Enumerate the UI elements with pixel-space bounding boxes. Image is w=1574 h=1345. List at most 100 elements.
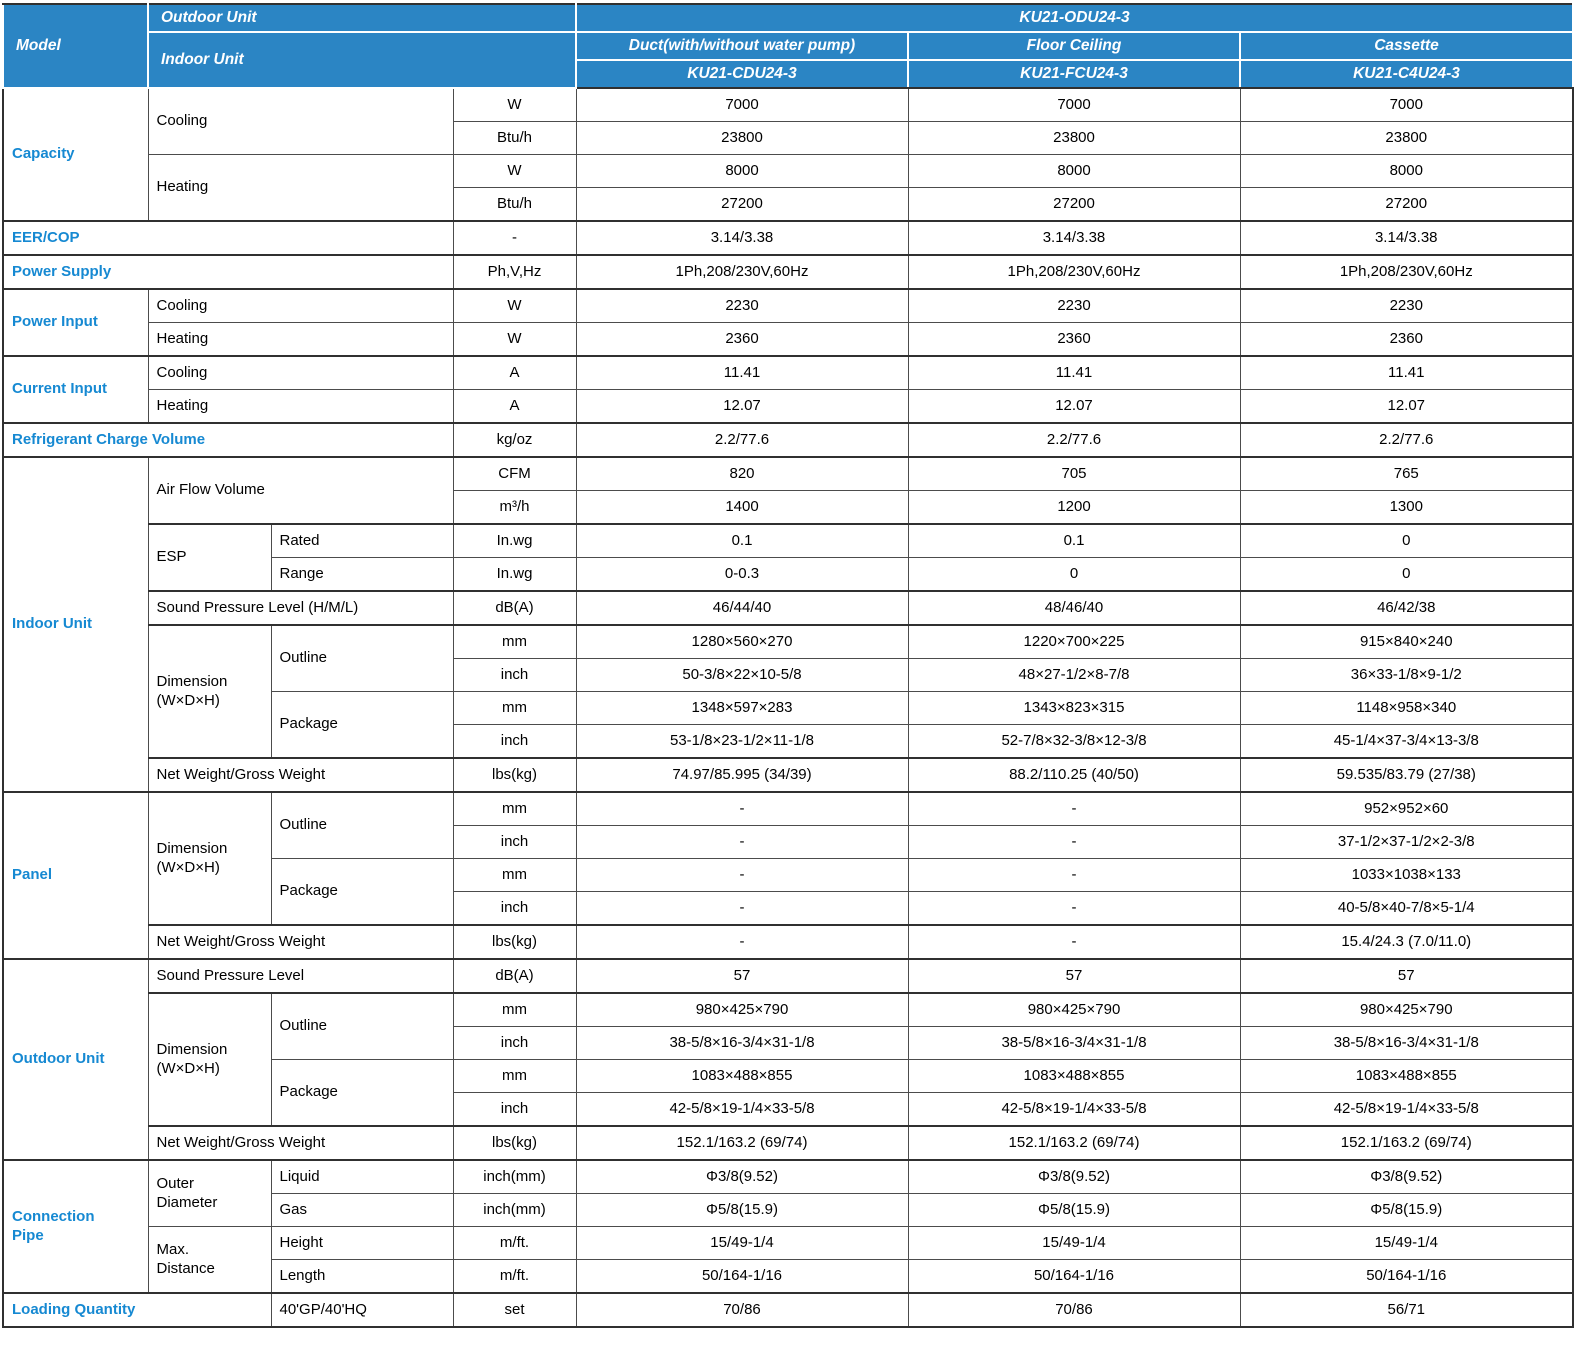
table-row: Panel Dimension (W×D×H) Outline mm - - 9… — [2, 791, 1574, 960]
value-cell: 88.2/110.25 (40/50) — [907, 757, 1241, 793]
value-cell: - — [907, 924, 1241, 960]
length-label: Length — [270, 1259, 454, 1294]
value-cell: 12.07 — [575, 389, 909, 424]
value-cell: 50-3/8×22×10-5/8 — [575, 658, 909, 692]
unit-cell: m³/h — [452, 490, 577, 525]
outdoor-model-header: KU21-ODU24-3 — [574, 3, 1574, 33]
cooling-label: Cooling — [147, 355, 454, 390]
gas-label: Gas — [270, 1193, 454, 1227]
value-cell: 0-0.3 — [575, 557, 909, 592]
unit-cell: mm — [452, 691, 577, 725]
value-cell: 152.1/163.2 (69/74) — [575, 1125, 909, 1161]
outline-label: Outline — [270, 791, 454, 859]
table-row: inch 42-5/8×19-1/4×33-5/8 42-5/8×19-1/4×… — [3, 1092, 1574, 1127]
value-cell: - — [907, 791, 1241, 826]
spl-hml-label: Sound Pressure Level (H/M/L) — [147, 590, 454, 626]
outer-diameter-label: Outer Diameter — [147, 1159, 272, 1227]
value-cell: Φ5/8(15.9) — [1239, 1193, 1574, 1227]
indoor-unit-label: Indoor Unit — [2, 456, 149, 793]
capacity-label: Capacity — [2, 87, 149, 222]
table-row: Capacity Cooling W 7000 7000 7000 — [2, 87, 1574, 222]
value-cell: 3.14/3.38 — [1239, 220, 1574, 256]
package-label: Package — [270, 691, 454, 759]
table-row: m³/h 1400 1200 1300 — [3, 490, 1574, 525]
heating-label: Heating — [147, 389, 454, 424]
unit-cell: CFM — [452, 456, 577, 491]
indoor-model-cassette: KU21-C4U24-3 — [1238, 59, 1574, 89]
table-row: Heating W 2360 2360 2360 — [3, 322, 1574, 357]
value-cell: 70/86 — [575, 1292, 909, 1328]
cooling-label: Cooling — [147, 288, 454, 323]
table-row: Heating W 8000 8000 8000 — [3, 154, 1574, 222]
value-cell: 52-7/8×32-3/8×12-3/8 — [907, 724, 1241, 759]
unit-cell: set — [452, 1292, 577, 1328]
value-cell: 1Ph,208/230V,60Hz — [1239, 254, 1574, 290]
value-cell: 3.14/3.38 — [907, 220, 1241, 256]
unit-cell: W — [452, 288, 577, 323]
air-flow-label: Air Flow Volume — [147, 456, 454, 525]
table-row: EER/COP - 3.14/3.38 3.14/3.38 3.14/3.38 — [2, 220, 1574, 256]
panel-label: Panel — [2, 791, 149, 960]
value-cell: 980×425×790 — [575, 992, 909, 1027]
value-cell: 74.97/85.995 (34/39) — [575, 757, 909, 793]
value-cell: 40-5/8×40-7/8×5-1/4 — [1239, 891, 1574, 926]
unit-cell: inch — [452, 1092, 577, 1127]
value-cell: 0 — [1239, 523, 1574, 558]
value-cell: 2230 — [575, 288, 909, 323]
unit-cell: lbs(kg) — [452, 1125, 577, 1161]
unit-cell: m/ft. — [452, 1259, 577, 1294]
height-label: Height — [270, 1226, 454, 1260]
heating-label: Heating — [147, 154, 454, 222]
package-label: Package — [270, 858, 454, 926]
value-cell: 2230 — [907, 288, 1241, 323]
value-cell: 2.2/77.6 — [1239, 422, 1574, 458]
table-row: Btu/h 23800 23800 23800 — [3, 121, 1574, 155]
value-cell: 765 — [1239, 456, 1574, 491]
value-cell: 57 — [575, 958, 909, 994]
unit-cell: Ph,V,Hz — [452, 254, 577, 290]
header-row-2: Indoor Unit Duct(with/without water pump… — [3, 31, 1574, 89]
value-cell: - — [575, 858, 909, 892]
unit-cell: inch(mm) — [452, 1193, 577, 1227]
unit-cell: Btu/h — [452, 121, 577, 155]
value-cell: 23800 — [907, 121, 1241, 155]
value-cell: 23800 — [575, 121, 909, 155]
indoor-type-floor-ceiling: Floor Ceiling — [907, 31, 1241, 61]
refrigerant-label: Refrigerant Charge Volume — [2, 422, 454, 458]
dimension-label: Dimension (W×D×H) — [147, 791, 272, 926]
value-cell: 152.1/163.2 (69/74) — [907, 1125, 1241, 1161]
indoor-model-floor-ceiling: KU21-FCU24-3 — [907, 59, 1241, 89]
table-row: Btu/h 27200 27200 27200 — [3, 187, 1574, 222]
value-cell: - — [907, 825, 1241, 859]
value-cell: 12.07 — [1239, 389, 1574, 424]
model-header-cell: Model — [2, 3, 149, 89]
power-supply-label: Power Supply — [2, 254, 454, 290]
value-cell: 1148×958×340 — [1239, 691, 1574, 725]
value-cell: 50/164-1/16 — [575, 1259, 909, 1294]
heating-label: Heating — [147, 322, 454, 357]
value-cell: - — [907, 891, 1241, 926]
value-cell: 1083×488×855 — [1239, 1059, 1574, 1093]
value-cell: 7000 — [575, 87, 909, 122]
value-cell: 53-1/8×23-1/2×11-1/8 — [575, 724, 909, 759]
table-row: inch 53-1/8×23-1/2×11-1/8 52-7/8×32-3/8×… — [3, 724, 1574, 759]
value-cell: 15/49-1/4 — [1239, 1226, 1574, 1260]
esp-label: ESP — [147, 523, 272, 592]
table-row: Package mm 1083×488×855 1083×488×855 108… — [3, 1059, 1574, 1127]
unit-cell: inch — [452, 825, 577, 859]
unit-cell: A — [452, 389, 577, 424]
value-cell: 38-5/8×16-3/4×31-1/8 — [1239, 1026, 1574, 1060]
value-cell: 0 — [907, 557, 1241, 592]
table-row: Range In.wg 0-0.3 0 0 — [3, 557, 1574, 592]
value-cell: 8000 — [575, 154, 909, 188]
value-cell: 11.41 — [907, 355, 1241, 390]
value-cell: 56/71 — [1239, 1292, 1574, 1328]
value-cell: 11.41 — [1239, 355, 1574, 390]
value-cell: 38-5/8×16-3/4×31-1/8 — [575, 1026, 909, 1060]
table-row: Sound Pressure Level (H/M/L) dB(A) 46/44… — [3, 590, 1574, 626]
unit-cell: lbs(kg) — [452, 924, 577, 960]
table-row: Connection Pipe Outer Diameter Liquid in… — [2, 1159, 1574, 1294]
value-cell: - — [575, 825, 909, 859]
unit-cell: In.wg — [452, 557, 577, 592]
value-cell: 42-5/8×19-1/4×33-5/8 — [1239, 1092, 1574, 1127]
